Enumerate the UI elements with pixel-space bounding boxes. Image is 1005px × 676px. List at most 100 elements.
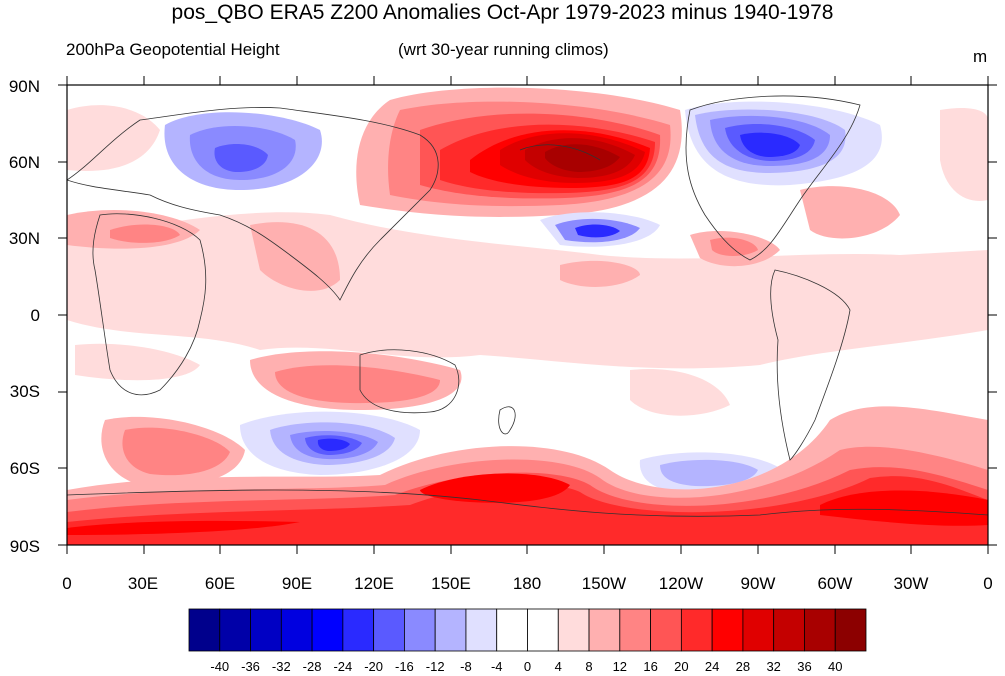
colorbar-label: 16: [643, 659, 658, 674]
colorbar-box: [373, 608, 405, 652]
colorbar-box: [188, 608, 221, 652]
colorbar-label: 32: [766, 659, 781, 674]
east-pacific-weak: [630, 369, 730, 416]
x-tick-label-60w: 60W: [817, 574, 853, 593]
colorbar-box: [742, 608, 775, 652]
colorbar-label: -36: [241, 659, 260, 674]
x-tick-label-30w: 30W: [893, 574, 929, 593]
colorbar-label: -4: [490, 659, 503, 674]
north-america-coast: [685, 95, 861, 261]
eurasia-coast: [67, 107, 439, 301]
mexico-core: [710, 237, 758, 256]
colorbar-box: [588, 608, 621, 652]
south-america-coast: [770, 269, 851, 461]
axis-ticks: [58, 76, 997, 554]
colorbar-box: [434, 608, 467, 652]
colorbar-box: [557, 608, 590, 652]
central-pacific-positive: [560, 260, 640, 287]
bering-coast: [519, 144, 601, 161]
colorbar-label: -8: [460, 659, 472, 674]
colorbar-box: [680, 608, 713, 652]
antarctic-band-core: [67, 520, 300, 535]
colorbar-label: 36: [797, 659, 812, 674]
colorbar-label: 12: [612, 659, 628, 674]
south-pacific-high-core: [420, 473, 570, 503]
x-tick-label-150w: 150W: [581, 574, 627, 593]
canada-low-core: [740, 132, 800, 157]
colorbar-label: 20: [674, 659, 689, 674]
sp-low-ring-2: [660, 459, 758, 487]
siberia-low-ring-3: [214, 144, 268, 172]
colorbar-box: [342, 608, 375, 652]
colorbar-box: [465, 608, 498, 652]
colorbar-label: -28: [302, 659, 322, 674]
subtrop-low-core: [575, 224, 620, 238]
x-tick-label-90e: 90E: [281, 574, 313, 593]
australia-coast: [359, 349, 460, 414]
x-tick-label-150e: 150E: [431, 574, 471, 593]
y-tick-label-30n: 30N: [8, 229, 40, 248]
x-tick-label-120e: 120E: [354, 574, 394, 593]
colorbar-box: [773, 608, 805, 652]
peninsula-high-core: [820, 490, 988, 526]
anomaly-field: [67, 87, 988, 545]
colorbar-box: [527, 608, 559, 652]
colorbar-label: 28: [735, 659, 751, 674]
africa-coast: [92, 213, 207, 396]
australia-ring-2: [275, 365, 440, 404]
colorbar-label: 24: [704, 659, 720, 674]
x-tick-label-180: 180: [512, 574, 542, 593]
colorbar-box: [280, 608, 313, 652]
colorbar-label: -32: [271, 659, 291, 674]
colorbar-box: [219, 608, 251, 652]
europe-weak-positive: [67, 105, 160, 171]
figure-title: pos_QBO ERA5 Z200 Anomalies Oct-Apr 1979…: [171, 1, 834, 24]
sio-low-core: [317, 438, 350, 451]
colorbar-box: [834, 608, 867, 652]
x-tick-label-60e: 60E: [204, 574, 236, 593]
colorbar-label: 0: [523, 659, 532, 674]
x-tick-label-90w: 90W: [740, 574, 776, 593]
south-atlantic-weak: [75, 343, 200, 381]
colorbar-box: [650, 608, 682, 652]
colorbar-label: 8: [585, 659, 593, 674]
southern-band-ring-4: [67, 476, 988, 545]
colorbar-box: [711, 608, 744, 652]
y-tick-label-30s: 30S: [9, 382, 40, 401]
colorbar-box: [250, 608, 282, 652]
middle-east-core: [110, 224, 180, 243]
colorbar-box: [404, 608, 436, 652]
left-subtitle: 200hPa Geopotential Height: [66, 40, 280, 59]
new-zealand-coast: [498, 406, 516, 435]
antarctica-coast: [67, 489, 988, 517]
colorbar-box: [619, 608, 651, 652]
x-tick-label-0-end: 0: [983, 574, 993, 593]
y-tick-label-eq: 0: [30, 306, 40, 325]
south-africa-ring-2: [122, 427, 230, 476]
y-tick-label-90s: 90S: [9, 537, 40, 556]
colorbar: [188, 608, 867, 652]
colorbar-label: 4: [554, 659, 562, 674]
colorbar-box: [311, 608, 344, 652]
x-tick-label-30e: 30E: [127, 574, 159, 593]
units-label: m: [973, 47, 988, 66]
x-tick-label-120w: 120W: [658, 574, 704, 593]
colorbar-label: -40: [210, 659, 230, 674]
npac-ring-8: [545, 144, 620, 172]
y-tick-label-90n: 90N: [8, 77, 40, 96]
colorbar-label: -16: [395, 659, 414, 674]
colorbar-box: [496, 608, 528, 652]
colorbar-label: -20: [364, 659, 384, 674]
colorbar-label: -12: [425, 659, 445, 674]
colorbar-box: [804, 608, 836, 652]
coastlines: [67, 95, 988, 517]
atlantic-subtropic-positive: [800, 186, 900, 239]
y-tick-label-60n: 60N: [8, 153, 40, 172]
colorbar-label: 40: [827, 659, 843, 674]
atlantic-weak-positive: [940, 108, 988, 201]
y-tick-label-60s: 60S: [9, 459, 40, 478]
x-tick-label-0: 0: [62, 574, 72, 593]
colorbar-label: -24: [333, 659, 353, 674]
india-positive: [250, 222, 340, 291]
